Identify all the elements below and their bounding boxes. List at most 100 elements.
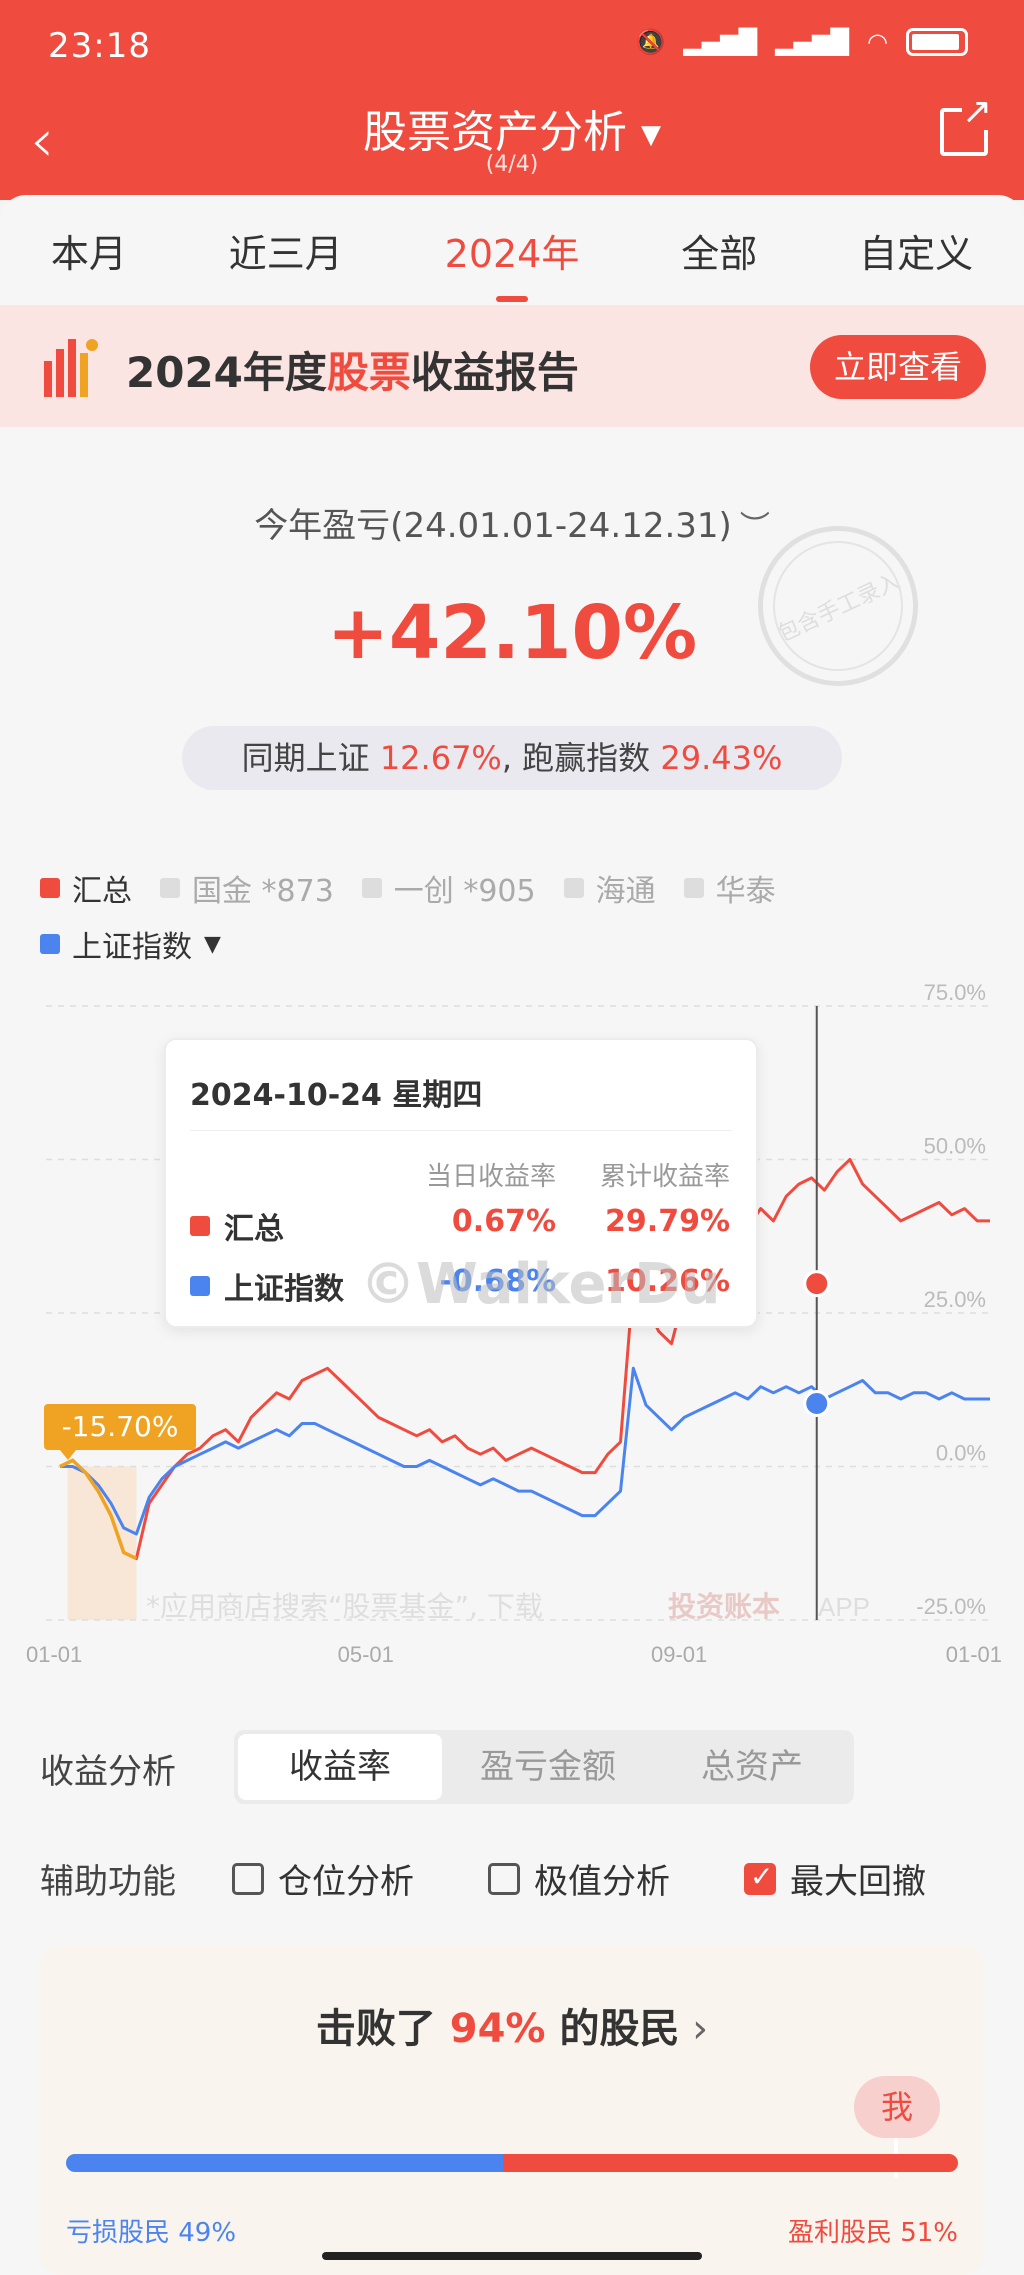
page-subtitle: (4/4): [485, 152, 539, 177]
tooltip-cum-summary: 29.79%: [605, 1204, 730, 1239]
total-return: +42.10%: [326, 590, 698, 676]
banner-text: 2024年度股票收益报告: [126, 339, 579, 400]
signal-icon: ▂▄▆█: [683, 28, 758, 56]
status-icons: 🔕 ▂▄▆█ ▂▄▆█ ◠: [635, 28, 968, 56]
analysis-label: 收益分析: [40, 1752, 176, 1792]
checkbox[interactable]: [232, 1862, 264, 1895]
tooltip-row-name: 上证指数: [224, 1272, 344, 1307]
tab-all[interactable]: 全部: [681, 231, 758, 276]
x-tick-label: 01-01: [26, 1642, 82, 1667]
tooltip-divider: [190, 1130, 732, 1131]
tooltip-date: 2024-10-24 星期四: [190, 1078, 483, 1113]
legend-item-haitong[interactable]: 海通: [563, 866, 656, 910]
bell-off-icon: 🔕: [635, 28, 666, 56]
page-title[interactable]: 股票资产分析 ▼: [0, 96, 1024, 160]
checkbox[interactable]: [488, 1862, 520, 1895]
legend-swatch: [563, 878, 584, 898]
wifi-icon: ◠: [867, 28, 888, 56]
home-indicator: [322, 2252, 702, 2260]
legend-label: 华泰: [715, 874, 776, 909]
max-drawdown-badge: -15.70%: [44, 1404, 196, 1460]
tooltip-daily-summary: 0.67%: [451, 1204, 556, 1239]
y-tick-label: 25.0%: [924, 1287, 986, 1312]
legend-item-guojin[interactable]: 国金 *873: [160, 866, 334, 910]
rank-post: 的股民: [545, 2006, 680, 2052]
tab-this-month[interactable]: 本月: [50, 231, 127, 276]
fireworks-icon: [44, 339, 98, 397]
series-line-index: [60, 1366, 990, 1536]
legend-item-index[interactable]: 上证指数 ▼: [40, 922, 221, 966]
signal-icon: ▂▄▆█: [775, 28, 850, 56]
tooltip-cum-index: 10.26%: [605, 1264, 730, 1299]
legend-label: 海通: [595, 874, 656, 909]
legend-swatch: [683, 878, 704, 898]
footer-ad: *应用商店搜索“股票基金”, 下载: [146, 1590, 543, 1623]
chart-tooltip: 2024-10-24 星期四 当日收益率 累计收益率 汇总 0.67% 29.7…: [164, 1038, 758, 1328]
legend-swatch: [40, 878, 60, 898]
back-icon[interactable]: ‹: [30, 106, 54, 176]
tab-2024[interactable]: 2024年: [435, 213, 590, 288]
footer-app: APP: [818, 1592, 870, 1622]
rank-value: 94%: [449, 2006, 546, 2052]
tooltip-col-cumulative: 累计收益率: [599, 1162, 730, 1192]
nav-bar: ‹ 股票资产分析 ▼ (4/4): [0, 90, 1024, 200]
x-tick-label: 01-01: [946, 1642, 1002, 1667]
drawdown-line: [59, 1458, 138, 1561]
rank-pre: 击败了: [315, 2006, 450, 2052]
banner-text-highlight: 股票: [326, 348, 411, 397]
aux-option-label: 极值分析: [534, 1862, 670, 1902]
share-icon[interactable]: [940, 94, 992, 156]
legend-swatch: [361, 878, 382, 898]
aux-position-analysis[interactable]: 仓位分析: [232, 1854, 414, 1903]
analysis-segmented-control: 收益率 盈亏金额 总资产: [234, 1730, 854, 1804]
legend-label: 上证指数: [72, 930, 192, 965]
tooltip-row-summary: 汇总: [190, 1204, 284, 1248]
caret-down-icon: ▼: [641, 120, 661, 150]
view-report-button[interactable]: 立即查看: [810, 335, 986, 399]
legend-item-huatai[interactable]: 华泰: [683, 866, 776, 910]
legend-label: 国金 *873: [192, 874, 334, 909]
tab-custom[interactable]: 自定义: [859, 231, 974, 276]
aux-extreme-analysis[interactable]: 极值分析: [488, 1854, 670, 1903]
watermark: ©WalkerDu: [360, 1252, 721, 1317]
rank-bar: [66, 2154, 958, 2172]
aux-max-drawdown[interactable]: 最大回撤: [744, 1854, 926, 1903]
seg-pnl-amount[interactable]: 盈亏金额: [480, 1747, 616, 1787]
index-compare: 同期上证 12.67%, 跑赢指数 29.43%: [182, 726, 842, 790]
checkbox-checked[interactable]: [744, 1860, 776, 1895]
tooltip-daily-index: -0.68%: [439, 1264, 556, 1299]
legend-item-summary[interactable]: 汇总: [40, 866, 132, 910]
status-time: 23:18: [48, 26, 151, 66]
legend-label: 汇总: [72, 874, 132, 909]
crosshair-dot-summary: [803, 1270, 831, 1298]
compare-mid: , 跑赢指数: [501, 739, 661, 777]
rank-bar-loss: [66, 2154, 504, 2172]
series-line-summary: [59, 1158, 990, 1561]
seg-return-rate[interactable]: 收益率: [238, 1734, 442, 1800]
chart-legend: 汇总 国金 *873 一创 *905 海通 华泰 上证指数 ▼: [40, 860, 1000, 972]
annual-report-banner[interactable]: 2024年度股票收益报告 立即查看: [0, 305, 1024, 427]
rank-card[interactable]: 击败了 94% 的股民 › 我 亏损股民 49% 盈利股民 51%: [40, 1946, 984, 2275]
period-text: 今年盈亏(24.01.01-24.12.31): [254, 506, 732, 546]
y-tick-label: 75.0%: [924, 980, 986, 1005]
x-tick-label: 09-01: [651, 1642, 707, 1667]
seg-total-assets[interactable]: 总资产: [701, 1747, 803, 1787]
aux-option-label: 仓位分析: [278, 1862, 414, 1902]
aux-label: 辅助功能: [40, 1862, 176, 1902]
rank-bar-gain: [503, 2154, 958, 2172]
tooltip-col-daily: 当日收益率: [425, 1162, 556, 1192]
tooltip-row-index: 上证指数: [190, 1264, 344, 1308]
loss-investors: 亏损股民 49%: [66, 2218, 237, 2248]
legend-item-yichuang[interactable]: 一创 *905: [361, 866, 536, 910]
index-return: 12.67%: [379, 739, 502, 777]
crosshair-dot-index: [803, 1390, 831, 1418]
tab-three-months[interactable]: 近三月: [228, 231, 343, 276]
legend-swatch: [190, 1216, 210, 1236]
eye-closed-icon[interactable]: ︶: [739, 510, 770, 545]
legend-swatch: [40, 934, 60, 954]
banner-text-pre: 2024年度: [126, 348, 327, 397]
me-marker: 我: [854, 2076, 940, 2178]
legend-label: 一创 *905: [393, 874, 536, 909]
gain-investors: 盈利股民 51%: [787, 2218, 958, 2248]
legend-swatch: [190, 1276, 210, 1296]
